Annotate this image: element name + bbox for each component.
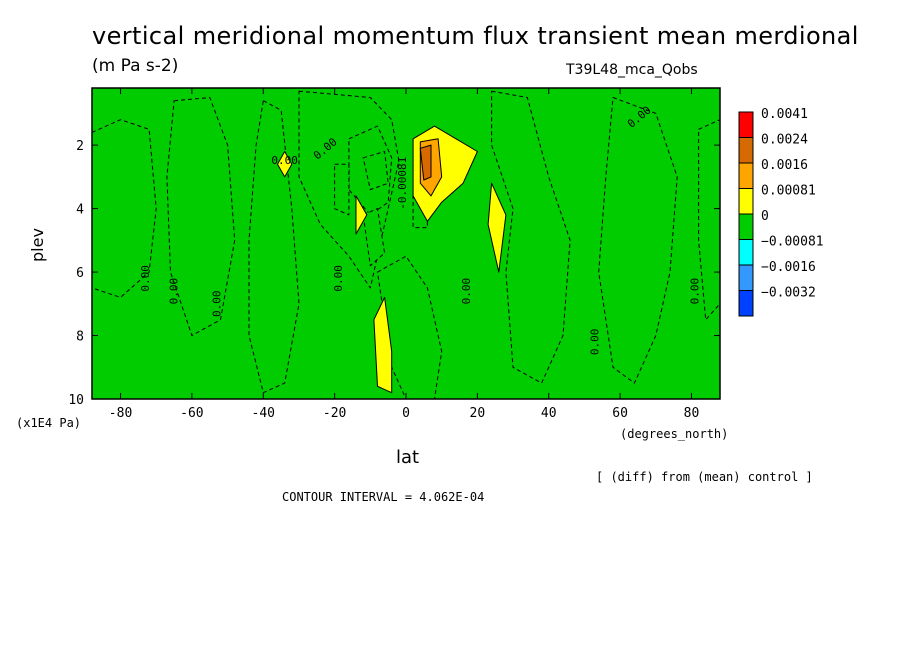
contour-region — [373, 296, 393, 394]
legend-swatch — [738, 213, 754, 240]
x-tick-label: -80 — [109, 406, 132, 421]
contour-region — [698, 119, 720, 321]
contour-label: 0.00 — [271, 154, 298, 167]
x-tick-label: 80 — [684, 406, 700, 421]
y-tick-label: 10 — [68, 393, 84, 408]
legend-swatch — [738, 290, 754, 317]
x-tick-label: 40 — [541, 406, 557, 421]
legend-swatch — [738, 137, 754, 164]
contour-region — [92, 119, 157, 298]
y-axis: 2 4 6 8 10 — [68, 139, 720, 408]
chart-units: (m Pa s-2) — [92, 56, 179, 76]
contour-label: 0.00 — [332, 265, 345, 292]
contour-region — [487, 182, 507, 273]
contour-label: 0.00 — [139, 265, 152, 292]
contour-region — [355, 195, 368, 235]
legend-label: 0.0016 — [761, 158, 808, 173]
contour-region — [166, 97, 236, 336]
x-axis-label: lat — [396, 447, 420, 468]
contour-label: -0.00081 — [396, 157, 409, 210]
contour-label: 0.00 — [689, 278, 702, 305]
x-tick-label: 20 — [470, 406, 486, 421]
diff-note: [ (diff) from (mean) control ] — [596, 470, 813, 484]
contour-region — [419, 144, 432, 181]
contour-label: 0.00 — [329, 78, 356, 91]
x-axis-units: (degrees_north) — [620, 427, 729, 441]
contour-interval: CONTOUR INTERVAL = 4.062E-04 — [282, 490, 485, 504]
y-axis-scale: (x1E4 Pa) — [16, 416, 82, 430]
legend-label: 0.0024 — [761, 133, 808, 148]
contour-label: 0.00 — [589, 329, 602, 356]
legend-swatch — [738, 162, 754, 189]
x-tick-label: -40 — [252, 406, 275, 421]
x-tick-label: 0 — [402, 406, 410, 421]
y-tick-label: 4 — [76, 203, 84, 218]
contour-region — [334, 163, 350, 216]
y-tick-label: 8 — [76, 330, 84, 345]
contour-region — [362, 208, 386, 267]
x-axis: -80 -60 -40 -20 0 20 40 60 80 — [109, 88, 699, 421]
contour-label: 0.00 — [486, 78, 513, 91]
legend-swatch — [738, 239, 754, 266]
contour-region — [598, 97, 678, 384]
contour-fill-layer — [92, 88, 720, 399]
contour-label: 0.00 — [460, 278, 473, 305]
y-axis-label: plev — [28, 228, 47, 262]
contour-region — [362, 151, 389, 191]
contour-label: 0.00 — [210, 291, 223, 318]
legend-label: −0.0032 — [761, 286, 816, 301]
x-tick-label: -20 — [323, 406, 346, 421]
legend-label: −0.00081 — [761, 235, 824, 250]
legend-swatch — [738, 188, 754, 215]
legend-label: −0.0016 — [761, 260, 816, 275]
contour-label: 0.00 — [168, 278, 181, 305]
color-legend: 0.0041 0.0024 0.0016 0.00081 0 −0.00081 −0.001… — [738, 107, 824, 317]
legend-swatch — [738, 111, 754, 138]
y-tick-label: 2 — [76, 139, 84, 154]
contour-region — [377, 255, 443, 399]
legend-label: 0 — [761, 209, 769, 224]
x-tick-label: 60 — [612, 406, 628, 421]
y-tick-label: 6 — [76, 266, 84, 281]
legend-label: 0.00081 — [761, 184, 816, 199]
legend-label: 0.0041 — [761, 107, 808, 122]
x-tick-label: -60 — [180, 406, 203, 421]
contour-region — [491, 90, 571, 384]
contour-region — [277, 151, 293, 178]
chart-title: vertical meridional momentum flux transi… — [92, 22, 859, 50]
run-id: T39L48_mca_Qobs — [566, 62, 698, 78]
legend-swatch — [738, 264, 754, 291]
